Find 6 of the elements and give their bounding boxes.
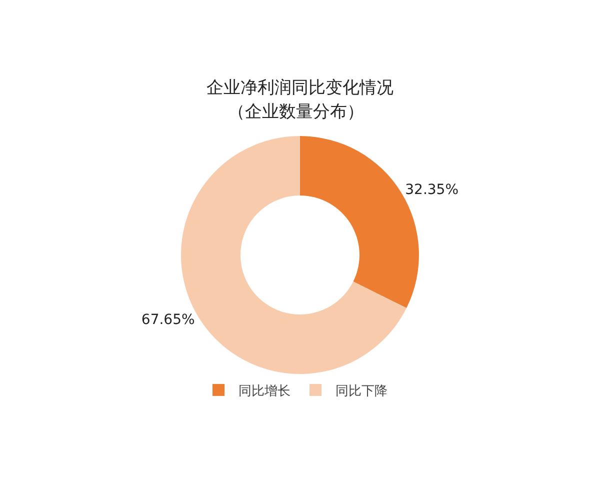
chart-subtitle: （企业数量分布） — [228, 102, 364, 122]
legend-label: 同比增长 — [238, 384, 290, 400]
legend-label: 同比下降 — [336, 384, 388, 400]
data-label: 32.35% — [405, 182, 459, 198]
data-label: 67.65% — [141, 312, 195, 328]
chart-title: 企业净利润同比变化情况 — [206, 78, 394, 98]
